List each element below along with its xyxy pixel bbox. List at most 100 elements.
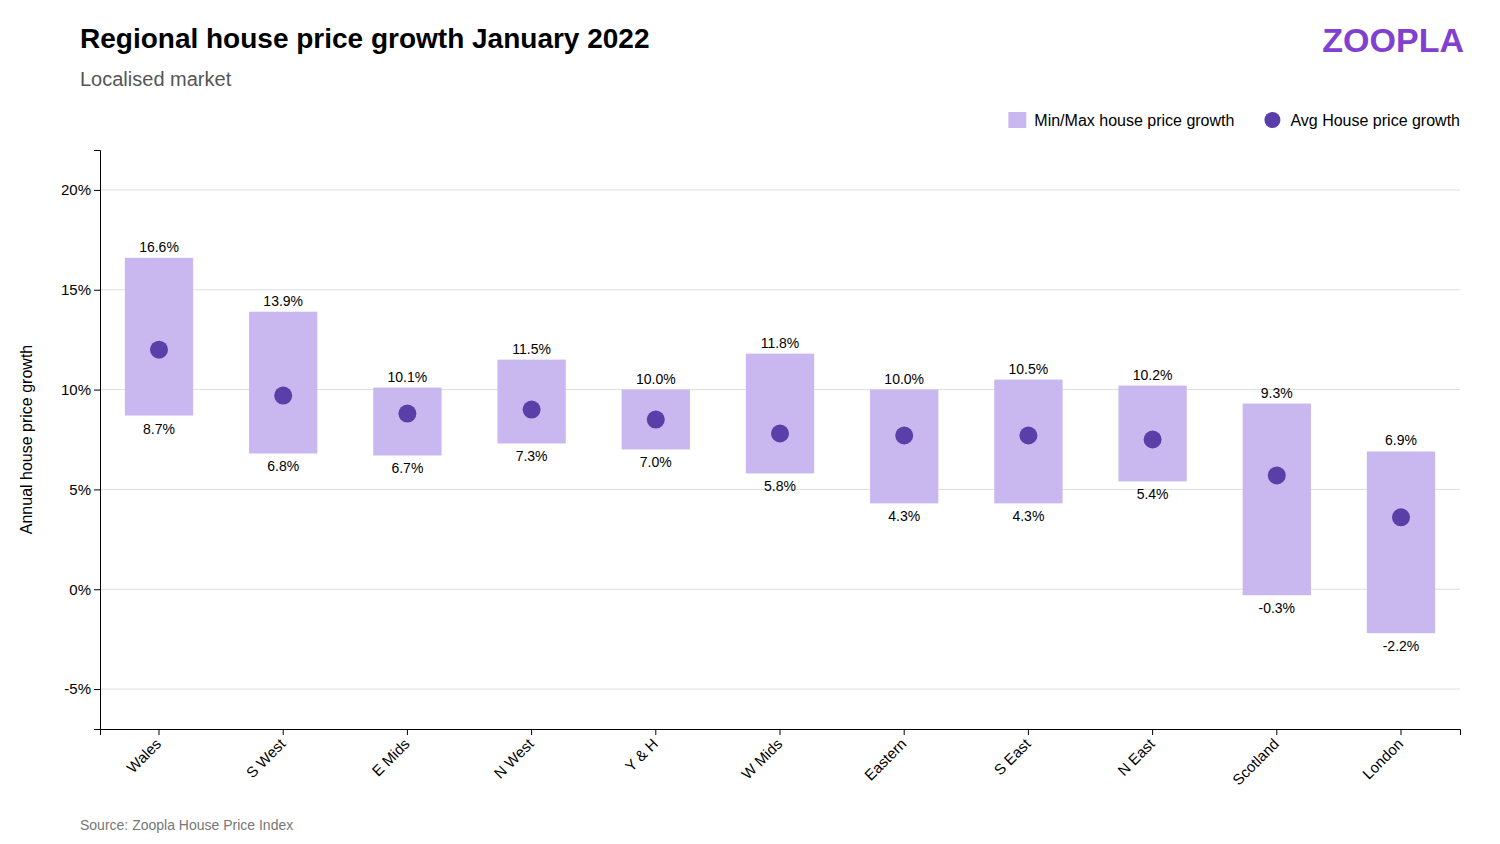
x-axis: Wales S West E Mids N West Y & H W Mids Easter… bbox=[101, 729, 1461, 788]
legend-swatch bbox=[1264, 112, 1280, 128]
x-tick: E Mids bbox=[368, 729, 412, 779]
avg-dot bbox=[1392, 508, 1410, 526]
y-tick: -5% bbox=[64, 680, 100, 697]
x-tick-label: S West bbox=[242, 734, 289, 781]
y-tick-label: 10% bbox=[61, 381, 91, 398]
max-label: 10.0% bbox=[884, 371, 924, 387]
source: Source: Zoopla House Price Index bbox=[80, 817, 293, 833]
x-tick-mark bbox=[1276, 729, 1277, 735]
logo: ZOOPLA bbox=[1322, 21, 1464, 59]
x-tick-label: London bbox=[1359, 735, 1406, 782]
legend-label: Avg House price growth bbox=[1290, 112, 1460, 129]
range-bar bbox=[1367, 451, 1435, 633]
x-tick-label: S East bbox=[990, 734, 1034, 778]
avg-dot bbox=[1019, 427, 1037, 445]
max-label: 10.5% bbox=[1009, 361, 1049, 377]
title: Regional house price growth January 2022 bbox=[80, 23, 650, 54]
legend-label: Min/Max house price growth bbox=[1034, 112, 1234, 129]
y-tick-label: 0% bbox=[69, 581, 91, 598]
legend: Min/Max house price growth Avg House pric… bbox=[1008, 112, 1460, 129]
max-label: 11.5% bbox=[512, 341, 551, 357]
min-label: -2.2% bbox=[1383, 638, 1420, 654]
x-tick-mark bbox=[283, 729, 284, 735]
range-bar bbox=[125, 258, 193, 416]
avg-dot bbox=[150, 341, 168, 359]
y-axis-title: Annual house price growth bbox=[18, 345, 35, 534]
min-label: 4.3% bbox=[888, 508, 920, 524]
max-label: 10.1% bbox=[388, 369, 428, 385]
x-tick: Eastern bbox=[861, 729, 910, 784]
range-bar bbox=[994, 380, 1062, 504]
min-label: 5.4% bbox=[1137, 486, 1169, 502]
avg-dot bbox=[647, 411, 665, 429]
y-tick-mark bbox=[94, 290, 100, 291]
min-label: 8.7% bbox=[143, 421, 175, 437]
x-tick-label: Wales bbox=[123, 735, 164, 776]
min-label: 6.7% bbox=[391, 460, 423, 476]
subtitle: Localised market bbox=[80, 68, 232, 90]
avg-dot bbox=[274, 387, 292, 405]
y-tick-label: 20% bbox=[61, 181, 91, 198]
x-tick-mark bbox=[904, 729, 905, 735]
x-tick-label: N West bbox=[490, 734, 537, 781]
avg-dot bbox=[398, 405, 416, 423]
x-tick-label: W Mids bbox=[738, 735, 785, 782]
max-label: 9.3% bbox=[1261, 385, 1293, 401]
avg-dot bbox=[895, 427, 913, 445]
x-tick-label: N East bbox=[1114, 734, 1158, 778]
y-tick-label: 15% bbox=[61, 281, 91, 298]
x-tick-label: E Mids bbox=[368, 735, 412, 779]
x-tick-mark bbox=[1401, 729, 1402, 735]
min-label: 5.8% bbox=[764, 478, 796, 494]
max-label: 13.9% bbox=[263, 293, 303, 309]
max-label: 6.9% bbox=[1385, 432, 1417, 448]
legend-swatch bbox=[1008, 112, 1026, 128]
avg-dot bbox=[1268, 466, 1286, 484]
x-tick: Wales bbox=[123, 729, 164, 776]
x-tick-label: Y & H bbox=[622, 735, 662, 775]
x-axis-line bbox=[101, 730, 1461, 736]
min-label: 7.0% bbox=[640, 454, 672, 470]
grid bbox=[100, 190, 1460, 689]
x-tick-mark bbox=[655, 729, 656, 735]
avg-dot bbox=[1144, 431, 1162, 449]
y-tick: 5% bbox=[69, 481, 100, 498]
data-labels: 16.6%8.7%13.9%6.8%10.1%6.7%11.5%7.3%10.0… bbox=[139, 239, 1419, 654]
x-tick: N West bbox=[490, 729, 537, 782]
x-tick: Y & H bbox=[622, 729, 662, 775]
y-tick-mark bbox=[94, 390, 100, 391]
x-tick: S West bbox=[242, 729, 289, 781]
x-tick-mark bbox=[1152, 729, 1153, 735]
x-tick-label: Eastern bbox=[861, 735, 910, 784]
y-tick-mark bbox=[94, 689, 100, 690]
range-bar bbox=[497, 360, 565, 444]
min-label: 7.3% bbox=[516, 448, 548, 464]
y-tick-mark bbox=[94, 190, 100, 191]
grid-line bbox=[100, 189, 1460, 190]
grid-line bbox=[100, 689, 1460, 690]
range-bar bbox=[1243, 404, 1311, 596]
x-tick-mark bbox=[780, 729, 781, 735]
legend-item: Avg House price growth bbox=[1264, 112, 1460, 129]
x-tick: Scotland bbox=[1229, 729, 1282, 788]
x-tick-mark bbox=[158, 729, 159, 735]
range-bar bbox=[249, 312, 317, 454]
y-tick: 10% bbox=[61, 381, 100, 398]
max-label: 11.8% bbox=[761, 335, 800, 351]
x-tick-mark bbox=[407, 729, 408, 735]
y-tick: 15% bbox=[61, 281, 100, 298]
x-tick: London bbox=[1359, 729, 1406, 782]
max-label: 16.6% bbox=[139, 239, 179, 255]
avg-dot bbox=[523, 401, 541, 419]
range-bar bbox=[622, 390, 690, 450]
grid-line bbox=[100, 289, 1460, 290]
marks bbox=[125, 258, 1435, 633]
y-tick-label: 5% bbox=[69, 481, 91, 498]
range-bar bbox=[373, 388, 441, 456]
chart: 16.6%8.7%13.9%6.8%10.1%6.7%11.5%7.3%10.0… bbox=[0, 0, 1500, 844]
legend-item: Min/Max house price growth bbox=[1008, 112, 1234, 129]
y-tick: 20% bbox=[61, 181, 100, 198]
max-label: 10.0% bbox=[636, 371, 676, 387]
y-axis: -5% 0% 5% 10% 15% 20% bbox=[61, 151, 101, 730]
x-tick-label: Scotland bbox=[1229, 735, 1282, 788]
